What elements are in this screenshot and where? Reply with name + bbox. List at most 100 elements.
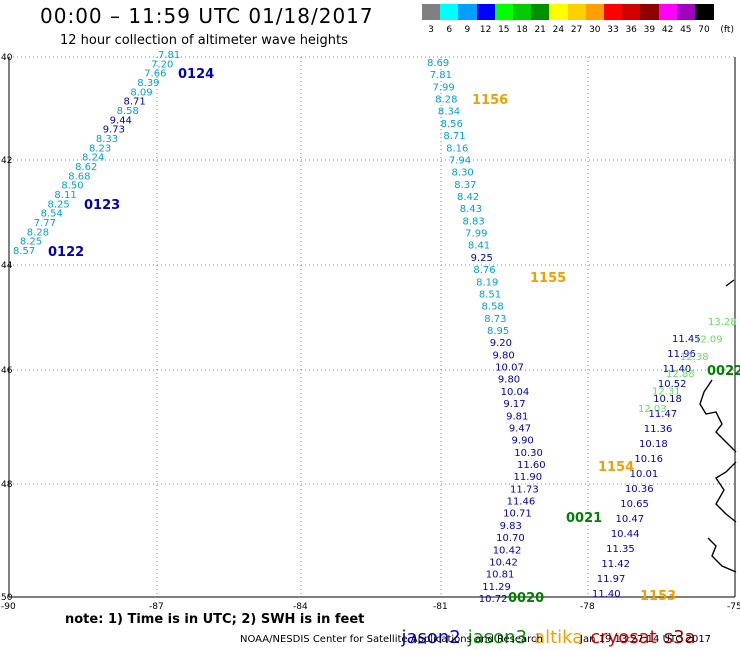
wave-height-value: 10.81 [486,570,515,581]
wave-height-value: 12.09 [694,334,723,345]
wave-height-value: 8.11 [54,190,76,201]
wave-height-value: 9.81 [506,411,528,422]
longitude-label: -90 [1,602,16,612]
wave-height-value: 10.71 [503,509,532,520]
wave-height-value: 10.65 [620,499,649,510]
wave-height-value: 12.38 [680,352,709,363]
wave-height-value: 11.36 [644,424,673,435]
scale-label: 45 [680,25,692,35]
wave-height-value: 11.60 [517,460,546,471]
wave-height-value: 8.95 [487,326,509,337]
pass-time-label: 0123 [84,198,120,213]
wave-height-value: 8.58 [117,106,139,117]
wave-height-value: 8.68 [68,171,90,182]
wave-height-value: 10.70 [496,533,525,544]
scale-swatch [549,4,569,20]
wave-height-value: 8.50 [61,181,83,192]
latitude-label: 40 [1,53,13,63]
scale-swatch [640,4,660,20]
scale-swatch [676,4,696,20]
wave-height-value: 9.47 [509,423,531,434]
scale-label: 36 [625,25,637,35]
credit-line: NOAA/NESDIS Center for Satellite Applica… [240,634,543,645]
wave-height-value: 10.04 [501,387,530,398]
scale-swatch [422,4,441,20]
wave-height-value: 11.40 [592,589,621,600]
wave-height-value: 8.83 [462,216,484,227]
pass-time-label: 1153 [640,589,676,604]
scale-label: 42 [661,25,674,35]
wave-height-value: 12.88 [666,369,695,380]
wave-height-value: 9.25 [471,253,493,264]
wave-height-value: 8.34 [438,107,460,118]
wave-height-value: 9.83 [500,521,522,532]
wave-height-value: 8.39 [137,78,159,89]
wave-height-value: 10.01 [630,469,659,480]
wave-height-value: 8.33 [96,134,118,145]
scale-label: 70 [698,25,710,35]
wave-height-value: 7.81 [158,50,180,61]
scale-label: 15 [498,25,510,35]
page-title: 00:00 – 11:59 UTC 01/18/2017 [40,4,374,28]
wave-height-value: 7.77 [34,218,56,229]
wave-height-value: 8.28 [435,95,457,106]
longitude-label: -78 [580,602,595,612]
scale-swatch [513,4,532,20]
scale-label: 30 [589,25,601,35]
pass-time-label: 0022 [707,364,740,379]
wave-height-value: 10.47 [616,514,645,525]
wave-height-value: 8.23 [89,143,111,154]
legend-jason3: jason3 [467,627,528,648]
scale-label: 3 [428,25,434,35]
pass-time-label: 0021 [566,511,602,526]
wave-height-value: 7.99 [432,82,454,93]
scale-swatch [567,4,587,20]
scale-label: (ft) [720,25,734,35]
scale-swatch [622,4,641,20]
wave-height-value: 8.19 [476,277,498,288]
wave-height-value: 7.94 [449,155,471,166]
wave-height-value: 8.37 [454,180,476,191]
latitude-label: 44 [1,261,13,271]
wave-height-value: 8.16 [446,143,468,154]
longitude-label: -87 [149,602,164,612]
wave-height-value: 7.20 [151,59,173,70]
wave-height-value: 12.31 [652,387,681,398]
wave-height-value: 11.45 [672,334,701,345]
scale-swatch [531,4,550,20]
wave-height-value: 11.96 [667,349,696,360]
wave-height-value: 10.36 [625,484,654,495]
wave-height-value: 11.90 [514,472,543,483]
wave-height-value: 11.47 [648,409,677,420]
scale-label: 27 [570,25,583,35]
wave-height-value: 9.80 [498,375,520,386]
latitude-label: 42 [1,156,12,166]
footnote: note: 1) Time is in UTC; 2) SWH is in fe… [65,612,365,627]
wave-height-value: 8.43 [460,204,482,215]
scale-label: 18 [516,25,528,35]
wave-height-value: 10.30 [514,448,543,459]
pass-time-label: 1154 [598,460,634,475]
legend-cryosat: cryosat [590,627,657,648]
wave-height-value: 10.18 [639,439,668,450]
wave-height-value: 8.42 [457,192,479,203]
wave-height-value: 8.09 [130,87,152,98]
wave-height-value: 8.71 [443,131,465,142]
wave-height-value: 8.71 [123,97,145,108]
legend-jason2: jason2 [401,627,461,648]
wave-height-value: 10.72 [479,594,508,605]
wave-height-value: 13.28 [708,317,737,328]
wave-height-value: 9.44 [110,115,132,126]
latitude-label: 46 [1,366,13,376]
wave-height-value: 11.29 [482,582,511,593]
legend-s3a: s3a [663,627,696,648]
wave-height-value: 11.40 [663,364,692,375]
coastline [699,279,737,573]
longitude-label: -84 [293,602,308,612]
wave-height-value: 10.42 [493,545,522,556]
generated-timestamp: Jan 19 13:27:14 UTC 2017 [580,634,712,645]
scale-swatch [585,4,605,20]
wave-height-value: 10.42 [489,557,518,568]
wave-height-value: 12.03 [638,404,667,415]
wave-height-value: 9.20 [490,338,512,349]
